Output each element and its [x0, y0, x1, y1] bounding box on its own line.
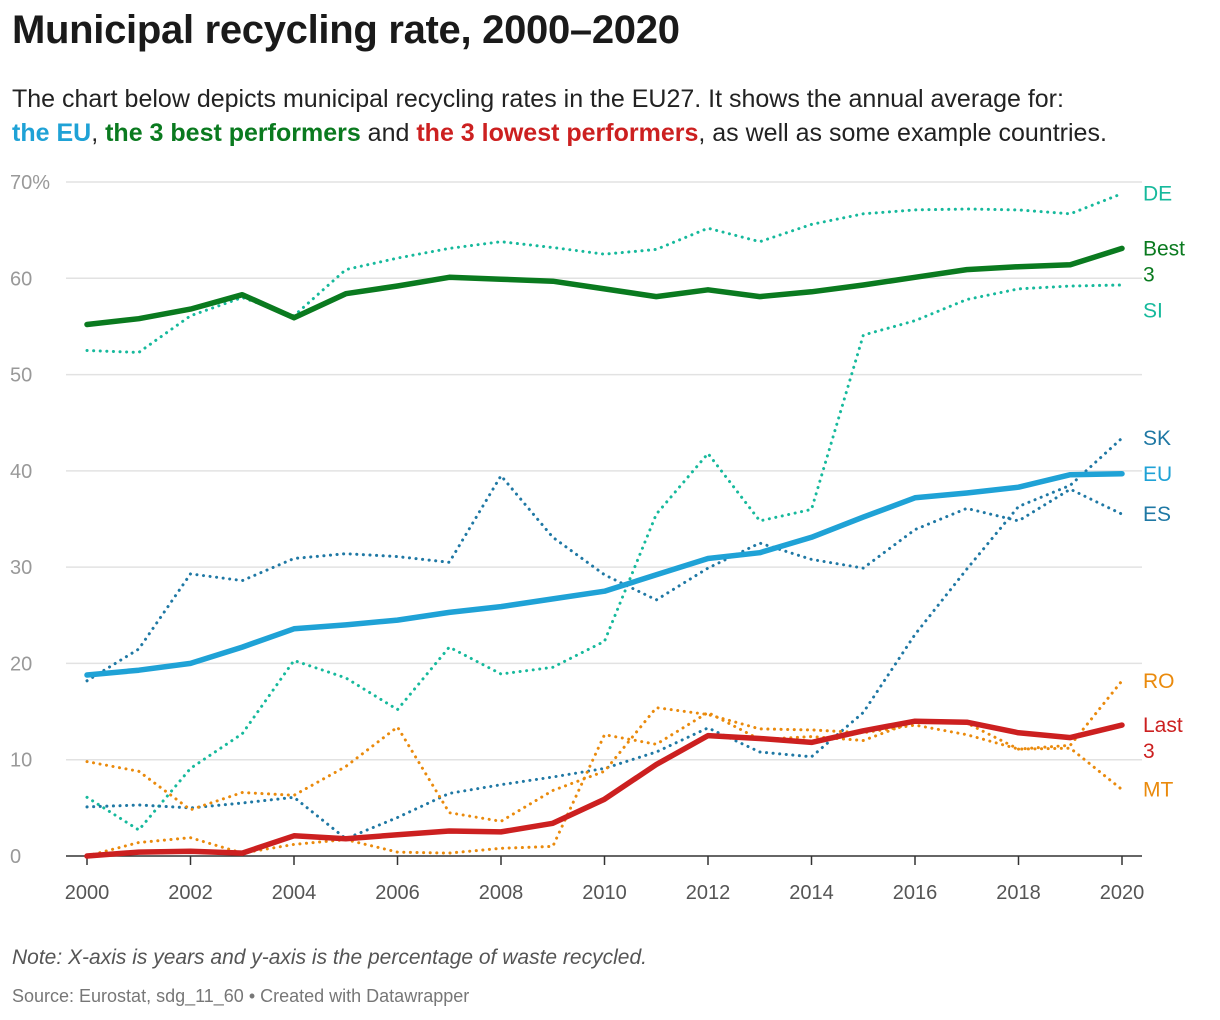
series-label-es: ES [1143, 503, 1171, 526]
series-label-line: RO [1143, 670, 1175, 693]
x-tick-label: 2020 [1100, 882, 1145, 904]
series-line-last-3 [84, 718, 1125, 859]
chart-source: Source: Eurostat, sdg_11_60 • Created wi… [12, 986, 470, 1006]
series-line-es [85, 474, 1124, 683]
subtitle-lowest-highlight: the 3 lowest performers [416, 119, 699, 147]
series-label-line: MT [1143, 779, 1173, 802]
series-label-eu: EU [1143, 463, 1172, 486]
subtitle-separator: and [360, 119, 417, 147]
series-line-si [85, 283, 1124, 832]
series-label-si: SI [1143, 299, 1163, 322]
series-line-sk [85, 436, 1124, 841]
x-axis: 2000 2002 2004 2006 2008 2010 2012 2014 2016 2018… [65, 855, 1145, 904]
x-tick-label: 2002 [168, 882, 213, 904]
chart-note: Note: X-axis is years and y-axis is the … [12, 946, 647, 969]
series-label-line: Last [1143, 714, 1183, 737]
chart-title: Municipal recycling rate, 2000–2020 [12, 8, 680, 52]
subtitle-eu-highlight: the EU [12, 119, 92, 147]
series-label-line: 3 [1143, 263, 1155, 286]
series-label-line: Best [1143, 237, 1185, 260]
series-line-eu [84, 470, 1125, 678]
series-label-line: EU [1143, 463, 1172, 486]
y-tick-label: 0 [10, 846, 21, 868]
x-tick-label: 2000 [65, 882, 110, 904]
y-tick-label: 10 [10, 750, 32, 772]
x-tick-label: 2014 [789, 882, 834, 904]
series-label-line: SK [1143, 427, 1171, 450]
x-tick-label: 2008 [479, 882, 524, 904]
series-label-line: ES [1143, 503, 1171, 526]
y-tick-label: 70% [10, 172, 50, 194]
series-labels: DE Best 3 SI SK EU ES RO Last 3 MT [1143, 183, 1185, 802]
x-tick-label: 2018 [996, 882, 1041, 904]
series-lines [84, 192, 1125, 859]
x-tick-label: 2012 [686, 882, 731, 904]
x-tick-label: 2016 [893, 882, 938, 904]
chart-subtitle: The chart below depicts municipal recycl… [12, 82, 1212, 150]
x-tick-label: 2004 [272, 882, 317, 904]
series-label-mt: MT [1143, 779, 1173, 802]
series-line-ro [85, 679, 1124, 858]
series-label-sk: SK [1143, 427, 1171, 450]
subtitle-tail: , as well as some example countries. [698, 119, 1107, 147]
gridlines [66, 181, 1142, 761]
series-label-best-3: Best 3 [1143, 237, 1185, 286]
series-label-de: DE [1143, 183, 1172, 206]
subtitle-best-highlight: the 3 best performers [105, 119, 361, 147]
subtitle-intro: The chart below depicts municipal recycl… [12, 85, 1064, 113]
subtitle-separator: , [91, 119, 106, 147]
series-label-line: DE [1143, 183, 1172, 206]
series-label-line: SI [1143, 299, 1163, 322]
y-tick-label: 20 [10, 653, 32, 675]
x-tick-label: 2006 [375, 882, 420, 904]
series-label-line: 3 [1143, 740, 1155, 763]
series-line-best-3 [84, 245, 1125, 328]
y-tick-label: 30 [10, 557, 32, 579]
series-label-last-3: Last 3 [1143, 714, 1183, 763]
y-tick-label: 60 [10, 268, 32, 290]
x-tick-label: 2010 [582, 882, 627, 904]
y-axis: 0 10 20 30 40 50 60 70% [10, 172, 50, 868]
series-line-de [85, 192, 1124, 354]
y-tick-label: 50 [10, 365, 32, 387]
series-label-ro: RO [1143, 670, 1175, 693]
y-tick-label: 40 [10, 461, 32, 483]
